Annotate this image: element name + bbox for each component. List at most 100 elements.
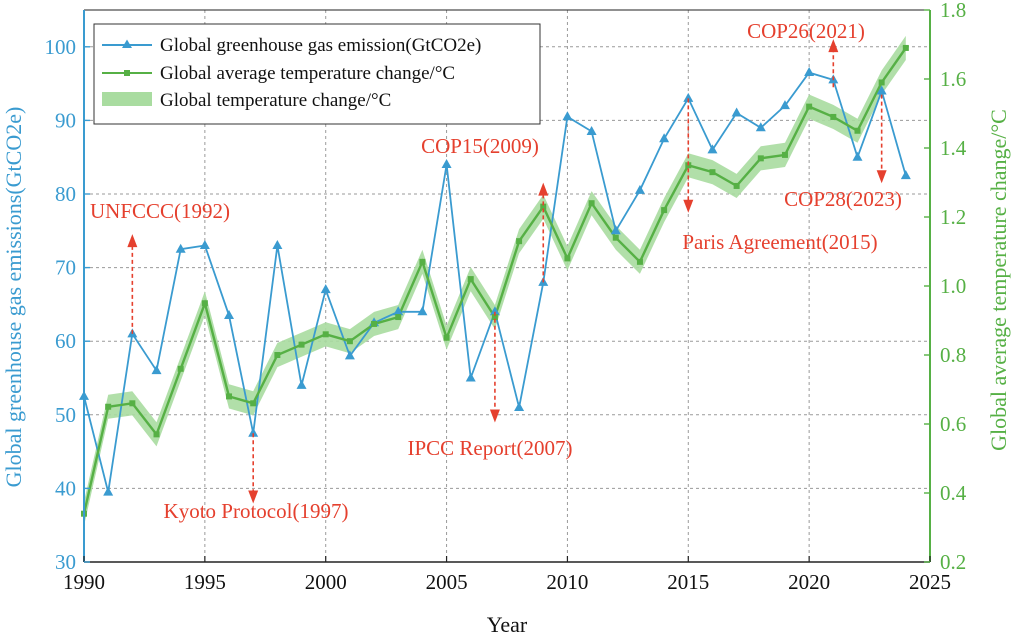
y-right-tick-label: 1.8 (940, 0, 966, 22)
legend-box (93, 23, 541, 125)
y-left-tick-label: 80 (55, 182, 76, 206)
emission-point (248, 427, 259, 437)
legend-temperature-label: Global average temperature change/°C (160, 63, 455, 84)
annotation-label: COP28(2023) (784, 187, 902, 211)
legend-item-band: Global temperature change/°C (102, 90, 391, 111)
emission-point (804, 67, 815, 77)
emission-point (199, 240, 210, 250)
temperature-point (636, 258, 643, 265)
temperature-point (443, 334, 450, 341)
legend-emission-marker (122, 39, 132, 48)
emission-point (683, 92, 694, 102)
temperature-point (177, 365, 184, 372)
annotation-arrow-head (248, 490, 259, 504)
emission-point (489, 306, 500, 316)
emission-point (634, 184, 645, 194)
x-tick-label: 2000 (305, 570, 347, 594)
emission-point (272, 240, 283, 250)
legend-emission-label: Global greenhouse gas emission(GtCO2e) (160, 35, 481, 56)
temperature-point (322, 331, 329, 338)
temperature-band (84, 35, 906, 526)
y-right-tick-label: 1.2 (940, 205, 966, 229)
emission-point (779, 100, 790, 110)
annotation-arrow-head (828, 39, 839, 53)
x-tick-label: 1990 (63, 570, 105, 594)
temperature-band-area (84, 35, 906, 526)
annotation-arrow-head (683, 199, 694, 213)
emission-point (151, 365, 162, 375)
annotation-arrow-head (489, 409, 500, 423)
emission-point (224, 309, 235, 319)
y-left-tick-label: 100 (45, 35, 77, 59)
y-left-tick-label: 70 (55, 256, 76, 280)
legend-item-emission: Global greenhouse gas emission(GtCO2e) (102, 35, 481, 56)
emission-point (441, 159, 452, 169)
x-tick-label: 2010 (546, 570, 588, 594)
temperature-point (419, 258, 426, 265)
emission-point (876, 85, 887, 95)
emission-point (465, 372, 476, 382)
temperature-point (250, 400, 257, 407)
x-tick-label: 2005 (426, 570, 468, 594)
annotation-label: Paris Agreement(2015) (682, 230, 877, 254)
y-left-tick-label: 40 (55, 476, 76, 500)
temperature-point (274, 352, 281, 358)
annotation-arrow-head (876, 170, 887, 184)
annotations: UNFCCC(1992) Kyoto Protocol(1997) IPCC Rep… (90, 19, 902, 523)
temperature-point (757, 155, 764, 162)
emission-point (659, 133, 670, 143)
y-right-tick-label: 1.0 (940, 274, 966, 298)
annotation-label: COP15(2009) (421, 134, 539, 158)
temperature-point (395, 314, 402, 321)
annotation-label: Kyoto Protocol(1997) (164, 499, 349, 523)
y-left-tick-label: 30 (55, 550, 76, 574)
temperature-point (564, 255, 571, 262)
emission-point (586, 125, 597, 135)
temperature-point (226, 393, 233, 400)
emission-point (707, 144, 718, 154)
temperature-point (830, 113, 837, 120)
temperature-point (540, 203, 547, 210)
emission-point (610, 225, 621, 235)
emission-point (731, 107, 742, 117)
temperature-point (878, 79, 885, 86)
legend-band-label: Global temperature change/°C (160, 90, 391, 111)
temperature-point (467, 276, 474, 283)
y-axis-left-title: Global greenhouse gas emissions(GtCO2e) (1, 107, 26, 488)
temperature-point (346, 338, 353, 345)
x-tick-label: 2015 (667, 570, 709, 594)
temperature-point (661, 207, 668, 214)
temperature-point (516, 238, 523, 245)
emission-point (175, 243, 186, 253)
annotation-arrow-head (127, 234, 138, 248)
x-tick-label: 1995 (184, 570, 226, 594)
y-left-tick-label: 60 (55, 329, 76, 353)
emission-point (755, 122, 766, 132)
temperature-point (298, 341, 305, 348)
temperature-point (806, 103, 813, 110)
y-right-tick-label: 1.6 (940, 67, 966, 91)
legend-item-temperature: Global average temperature change/°C (102, 63, 455, 84)
temperature-point (105, 403, 112, 410)
temperature-point (854, 127, 861, 134)
emission-point (103, 486, 114, 496)
y-right-tick-label: 0.8 (940, 343, 966, 367)
x-axis-title: Year (487, 612, 528, 636)
temperature-point (902, 44, 909, 51)
legend-temperature-marker (124, 70, 130, 76)
temperature-point (201, 300, 208, 307)
emission-point (344, 350, 355, 360)
emission-point (900, 170, 911, 180)
temperature-point (491, 314, 498, 321)
annotation-arrow-head (538, 182, 549, 196)
y-axis-right-title: Global average temperature change/°C (986, 109, 1011, 451)
annotation-label: UNFCCC(1992) (90, 199, 230, 223)
temperature-point (709, 169, 716, 176)
emission-point (514, 401, 525, 411)
legend-band-swatch (102, 92, 152, 106)
y-right-tick-label: 1.4 (940, 136, 967, 160)
emission-point (417, 306, 428, 316)
tick-labels: 1990 1995 2000 2005 2010 2015 2020 2025 30 40 50 60… (45, 0, 967, 594)
x-tick-label: 2025 (909, 570, 951, 594)
